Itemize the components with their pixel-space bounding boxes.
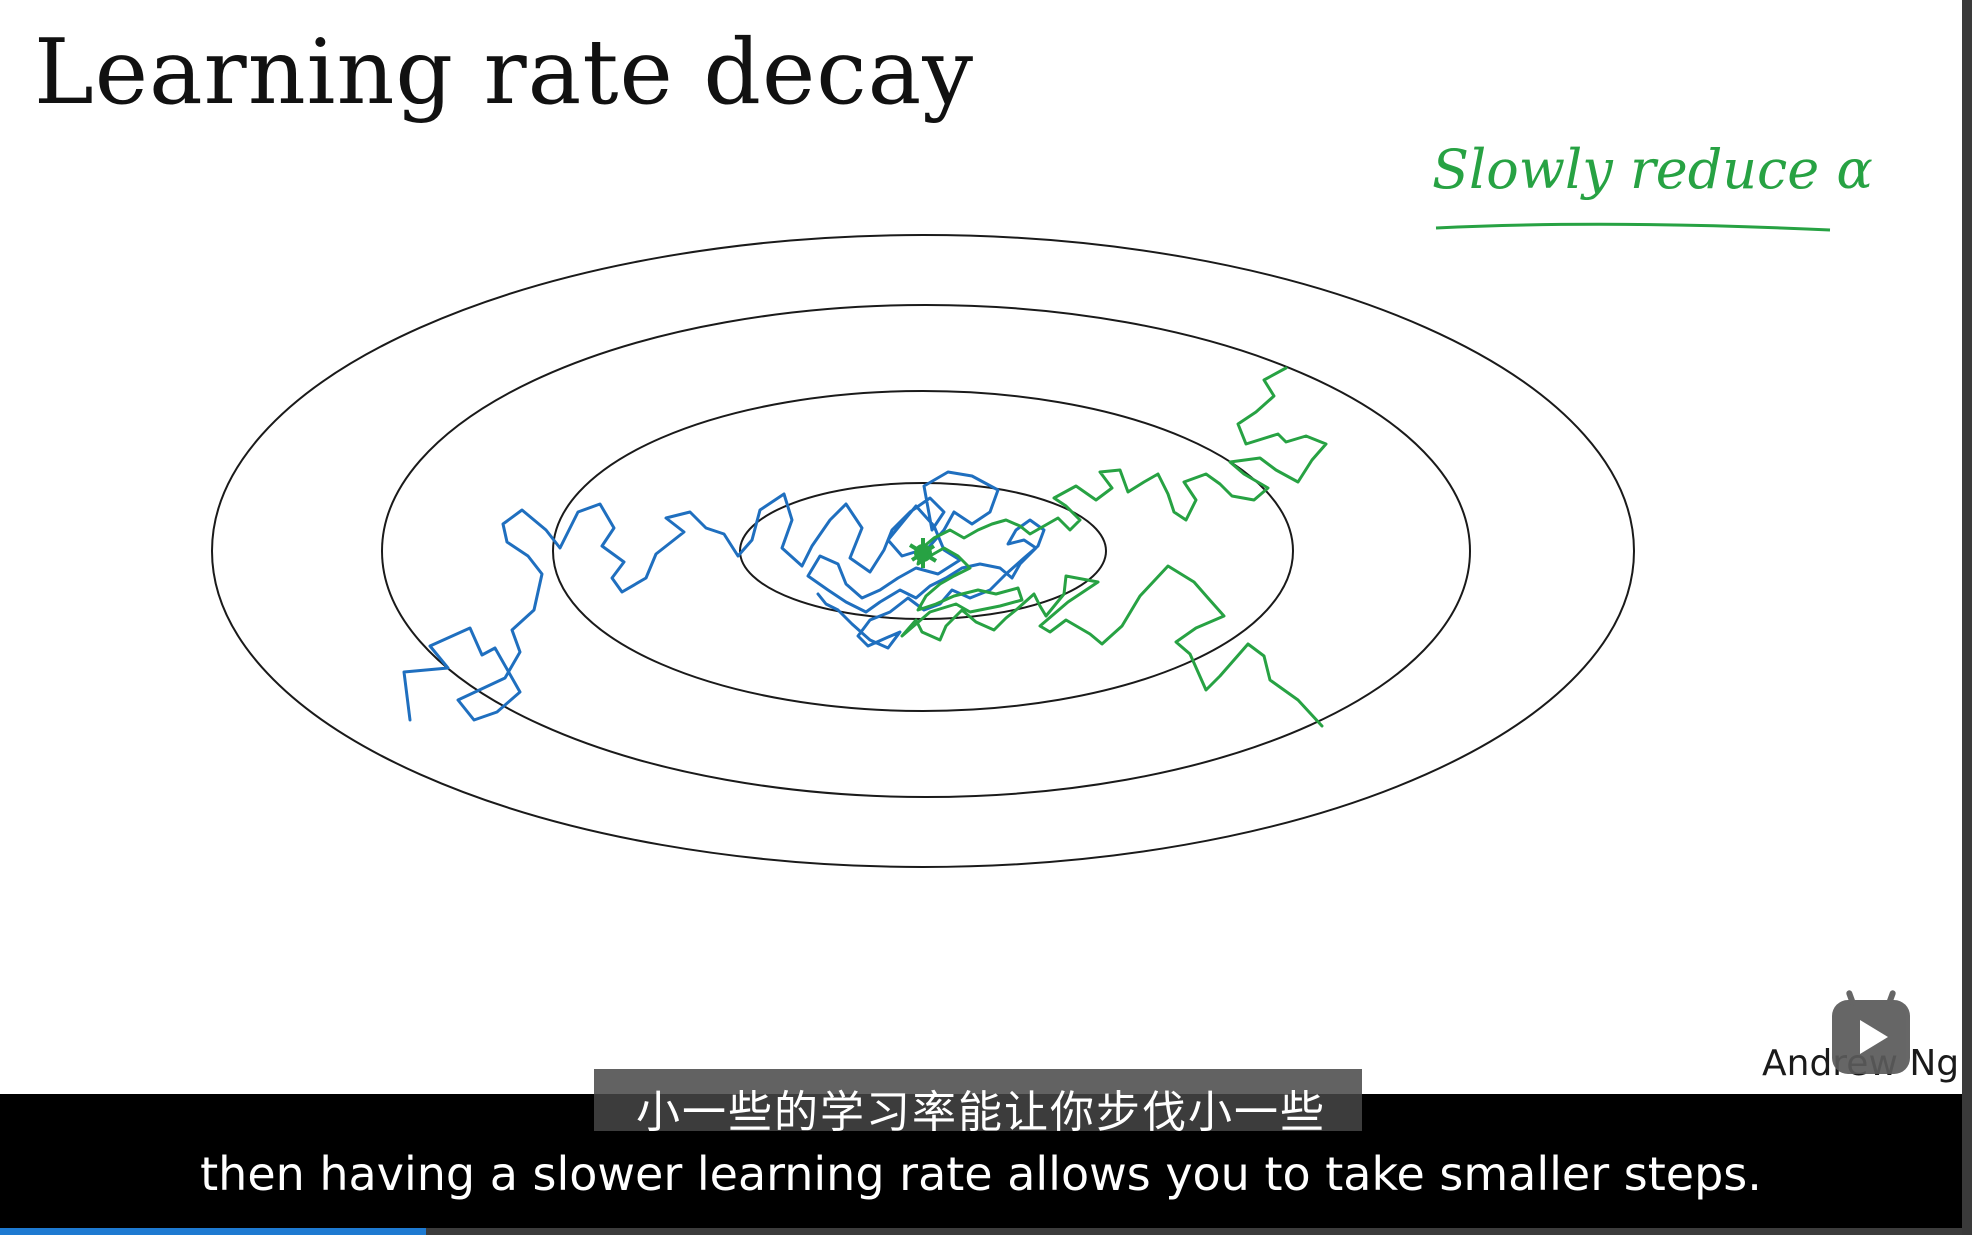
subtitle-chinese: 小一些的学习率能让你步伐小一些 [636, 1087, 1326, 1138]
progress-bar[interactable] [0, 1228, 1962, 1235]
path-decaying-learning-rate [900, 366, 1328, 728]
contour-diagram: Slowly reduce α [211, 138, 1873, 868]
player-frame-edge [1962, 0, 1972, 1235]
annotation-slowly-reduce-alpha: Slowly reduce α [1432, 138, 1873, 201]
path-constant-learning-rate [402, 470, 1046, 722]
minimum-marker [908, 538, 938, 568]
contour-ring-2 [381, 304, 1471, 798]
play-icon[interactable] [1832, 989, 1910, 1074]
subtitle-chinese-background [594, 1069, 1362, 1131]
contour-ring-3 [552, 390, 1294, 712]
progress-bar-fill [0, 1228, 426, 1235]
subtitle-english: then having a slower learning rate allow… [200, 1147, 1762, 1201]
slide-title: Learning rate decay [34, 20, 975, 125]
annotation-underline [1435, 222, 1831, 232]
lecture-slide: Learning rate decay Slowly reduce α [0, 0, 1962, 1094]
contour-ring-outer [211, 234, 1635, 868]
